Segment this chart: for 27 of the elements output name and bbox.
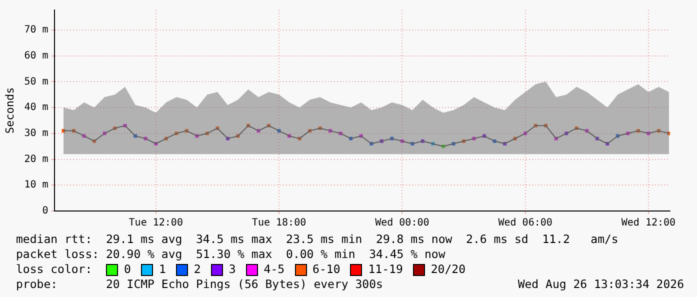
legend-label: 20/20 (430, 262, 466, 277)
y-tick-label: 20 m (24, 154, 48, 165)
y-tick-label: 50 m (24, 76, 48, 88)
text: median rtt: 29.1 ms avg 34.5 ms max 23.5 ms min 29.8 ms now 2.6 ms sd 11.2 am/s (16, 232, 620, 247)
y-tick-label: 40 m (24, 102, 48, 114)
x-tick-label: Tue 18:00 (252, 218, 306, 229)
legend-label: 2 (194, 262, 201, 277)
x-tick-label: Wed 00:00 (375, 218, 430, 229)
y-tick-label: 70 m (24, 24, 48, 36)
y-tick-label: 10 m (24, 180, 48, 191)
y-tick-label: 60 m (24, 50, 48, 62)
x-tick-label: Wed 06:00 (498, 218, 552, 229)
legend-title: loss color: (16, 262, 94, 277)
text: packet loss: 20.90 % avg 51.30 % max 0.00 % min 34.45 % now (16, 247, 446, 262)
legend-label: 0 (124, 262, 131, 277)
legend-label: 6-10 (312, 262, 340, 277)
legend-label: 1 (158, 262, 166, 277)
text: Wed Aug 26 13:03:34 2026 (518, 277, 684, 292)
text: probe: 20 ICMP Echo Pings (56 Bytes) every 300s (16, 277, 383, 292)
legend-label: 3 (228, 262, 236, 277)
y-axis-title: Seconds (3, 87, 16, 134)
legend-label: 4-5 (264, 262, 285, 277)
y-tick-label: 30 m (24, 128, 48, 139)
x-tick-label: Wed 12:00 (621, 218, 676, 229)
x-tick-label: Tue 12:00 (128, 218, 183, 229)
y-tick-label: 0 (42, 206, 48, 217)
legend-label: 11-19 (368, 262, 403, 277)
